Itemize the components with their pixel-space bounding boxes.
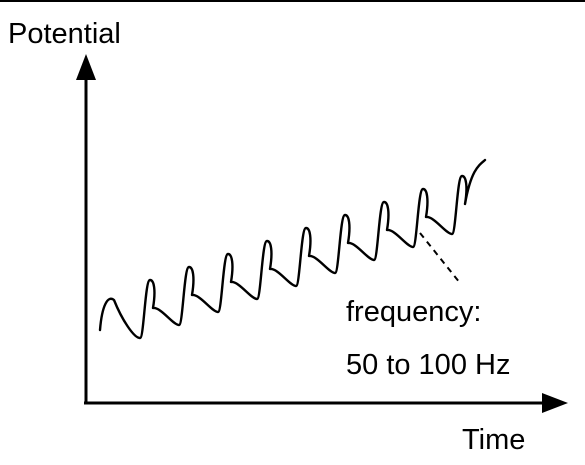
y-axis-arrowhead	[76, 54, 96, 80]
x-axis-label: Time	[462, 424, 525, 456]
x-axis-arrowhead	[542, 393, 568, 413]
frequency-annotation-line1: frequency:	[346, 296, 481, 328]
y-axis-label: Potential	[8, 18, 121, 50]
oscillating-potential-trace	[98, 158, 487, 340]
annotation-leader-line	[419, 232, 461, 284]
frequency-annotation-line2: 50 to 100 Hz	[346, 349, 510, 381]
